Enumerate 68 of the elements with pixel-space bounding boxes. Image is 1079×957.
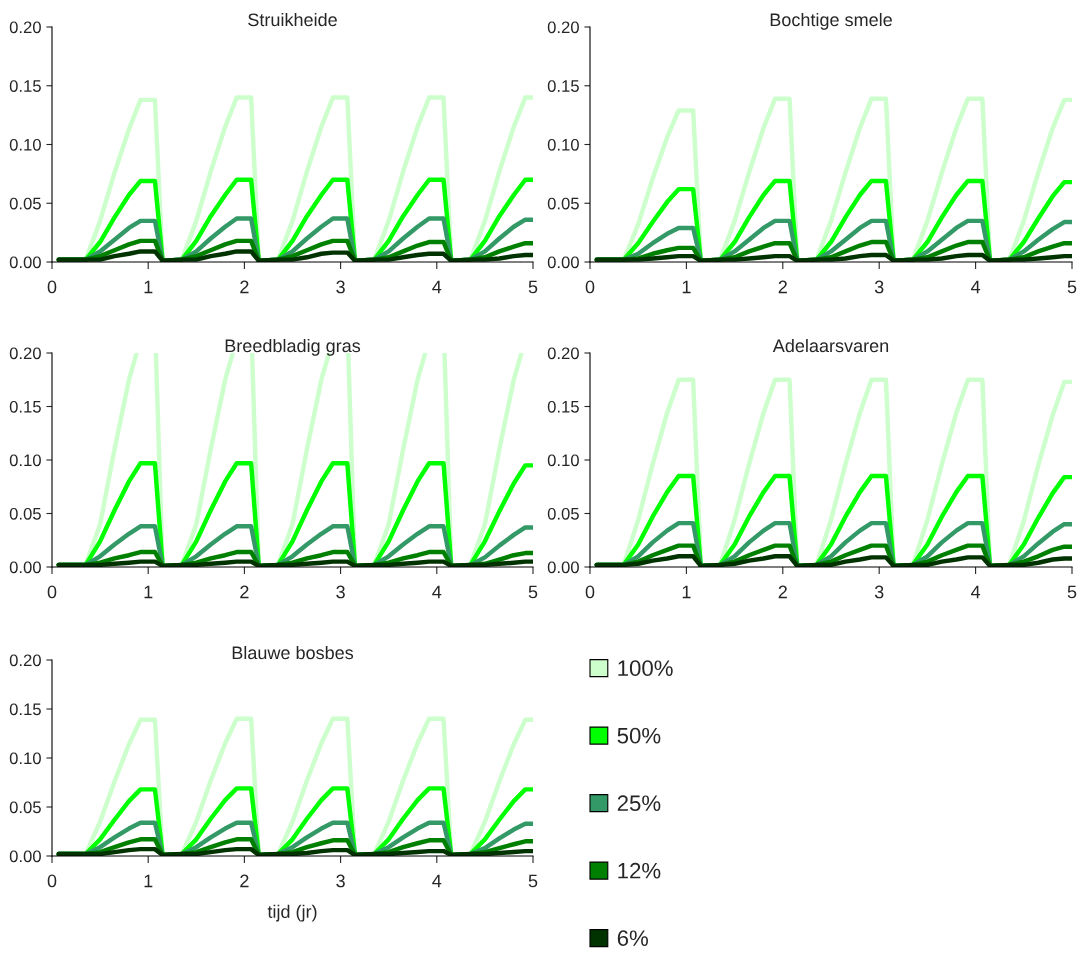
x-tick-label: 5 bbox=[528, 280, 538, 294]
x-tick-label: 2 bbox=[240, 874, 249, 888]
y-tick-label: 0.00 bbox=[9, 256, 41, 269]
x-tick-label: 5 bbox=[528, 585, 538, 599]
x-tick-label: 2 bbox=[778, 585, 787, 599]
chart-title: Blauwe bosbes bbox=[232, 645, 354, 660]
y-tick-label: 0.05 bbox=[547, 507, 579, 520]
y-tick-label: 0.05 bbox=[9, 507, 41, 520]
x-tick-label: 1 bbox=[682, 585, 691, 599]
chart-title: Breedbladig gras bbox=[225, 338, 361, 356]
y-tick-label: 0.20 bbox=[547, 21, 579, 34]
y-tick-label: 0.20 bbox=[9, 654, 41, 667]
y-tick-label: 0.10 bbox=[9, 138, 41, 151]
y-tick-label: 0.05 bbox=[547, 197, 579, 210]
y-tick-label: 0.15 bbox=[9, 80, 41, 92]
y-tick-label: 0.15 bbox=[9, 703, 41, 716]
x-tick-label: 3 bbox=[874, 585, 884, 599]
y-tick-label: 0.15 bbox=[9, 400, 41, 413]
y-tick-label: 0.00 bbox=[547, 256, 579, 269]
line-series bbox=[594, 554, 1072, 567]
x-tick-label: 1 bbox=[144, 874, 153, 888]
x-tick-label: 3 bbox=[336, 874, 345, 888]
chart-title: Adelaarsvaren bbox=[772, 338, 889, 353]
x-tick-label: 2 bbox=[240, 585, 249, 599]
x-tick-label: 1 bbox=[144, 280, 153, 294]
x-tick-label: 3 bbox=[874, 280, 884, 294]
legend-label: 25% bbox=[617, 795, 661, 812]
x-tick-label: 5 bbox=[528, 874, 538, 888]
x-tick-label: 2 bbox=[778, 280, 787, 294]
y-tick-label: 0.10 bbox=[9, 454, 41, 467]
y-tick-label: 0.15 bbox=[547, 400, 579, 413]
y-tick-label: 0.10 bbox=[547, 454, 579, 467]
y-tick-label: 0.20 bbox=[547, 347, 579, 360]
x-tick-label: 0 bbox=[585, 280, 595, 294]
legend-label: 12% bbox=[618, 862, 661, 879]
x-tick-label: 0 bbox=[47, 585, 57, 599]
y-tick-label: 0.15 bbox=[547, 80, 579, 92]
x-axis-title: tijd (jr) bbox=[267, 904, 317, 922]
x-tick-label: 5 bbox=[1067, 585, 1077, 599]
chart-title: Struikheide bbox=[248, 12, 337, 27]
legend-label: 100% bbox=[618, 660, 673, 677]
line-series bbox=[56, 249, 533, 262]
y-tick-label: 0.05 bbox=[9, 801, 41, 814]
y-tick-label: 0.10 bbox=[547, 138, 579, 151]
x-tick-label: 4 bbox=[970, 585, 981, 599]
x-tick-label: 2 bbox=[240, 280, 249, 294]
y-tick-label: 0.05 bbox=[9, 197, 41, 210]
y-tick-label: 0.10 bbox=[9, 752, 41, 765]
x-tick-label: 5 bbox=[1067, 280, 1077, 294]
x-tick-label: 4 bbox=[970, 280, 981, 294]
x-tick-label: 0 bbox=[47, 874, 57, 888]
chart-title: Bochtige smele bbox=[770, 12, 892, 30]
x-tick-label: 1 bbox=[144, 585, 153, 599]
x-tick-label: 0 bbox=[47, 280, 57, 294]
legend-label: 50% bbox=[617, 727, 661, 744]
legend-label: 6% bbox=[617, 930, 648, 947]
x-tick-label: 3 bbox=[336, 280, 345, 294]
x-tick-label: 4 bbox=[432, 874, 442, 888]
x-tick-label: 4 bbox=[432, 585, 442, 599]
x-tick-label: 4 bbox=[432, 280, 442, 294]
y-tick-label: 0.00 bbox=[9, 850, 41, 863]
x-tick-label: 0 bbox=[585, 585, 595, 599]
y-tick-label: 0.00 bbox=[547, 561, 579, 574]
x-tick-label: 1 bbox=[682, 280, 691, 294]
y-tick-label: 0.20 bbox=[9, 21, 41, 34]
y-tick-label: 0.00 bbox=[9, 561, 41, 574]
x-tick-label: 3 bbox=[336, 585, 345, 599]
y-tick-label: 0.20 bbox=[9, 347, 41, 360]
